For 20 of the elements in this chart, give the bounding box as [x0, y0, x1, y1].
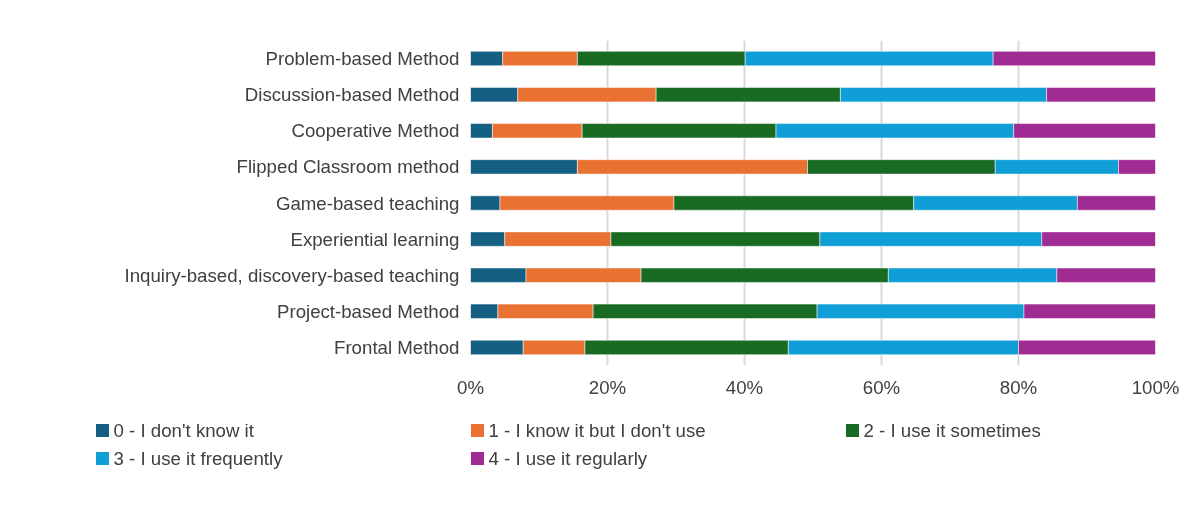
y-tick-label: Game-based teaching	[275, 192, 460, 214]
y-tick-label: Experiential learning	[290, 228, 460, 250]
y-tick-label: Inquiry-based, discovery-based teaching	[124, 264, 460, 286]
y-tick-label: Problem-based Method	[265, 48, 460, 70]
x-tick-label: 80%	[999, 376, 1038, 398]
x-tick-label: 40%	[725, 376, 764, 398]
x-tick-label: 20%	[588, 376, 627, 398]
x-tick-label: 0%	[457, 376, 484, 398]
x-tick-label: 60%	[862, 376, 901, 398]
legend-label: 3 - I use it frequently	[113, 448, 284, 469]
y-tick-label: Project-based Method	[276, 300, 460, 322]
legend-label: 1 - I know it but I don't use	[488, 420, 706, 441]
legend-label: 0 - I don't know it	[113, 420, 255, 441]
legend-label: 4 - I use it regularly	[488, 448, 648, 469]
x-tick-label: 100%	[1131, 376, 1180, 398]
legend-label: 2 - I use it sometimes	[863, 420, 1041, 441]
y-tick-label: Discussion-based Method	[244, 84, 460, 106]
y-tick-label: Frontal Method	[334, 336, 460, 358]
y-tick-label: Flipped Classroom method	[236, 156, 460, 178]
y-tick-label: Cooperative Method	[291, 120, 460, 142]
